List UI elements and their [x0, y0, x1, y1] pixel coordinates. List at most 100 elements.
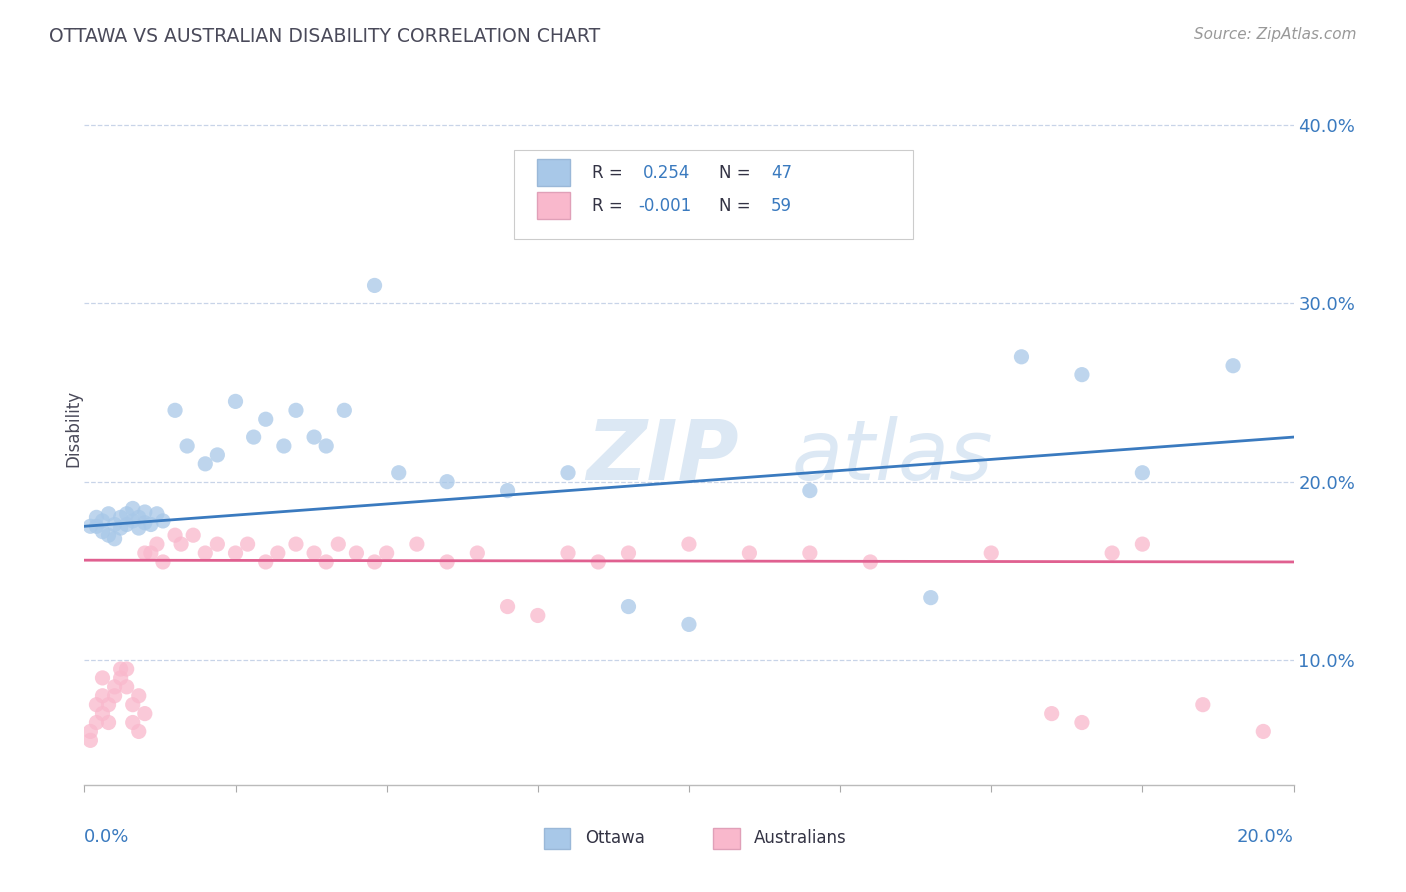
Point: [121, 715, 143, 730]
Point: [285, 537, 308, 551]
Point: [1130, 537, 1153, 551]
Point: [115, 662, 138, 676]
Text: N =: N =: [720, 196, 756, 214]
Point: [236, 537, 259, 551]
Point: [1011, 350, 1033, 364]
Point: [165, 528, 187, 542]
Point: [617, 599, 640, 614]
Text: 0.254: 0.254: [643, 164, 690, 182]
Point: [121, 514, 143, 528]
Point: [225, 546, 247, 560]
Point: [128, 521, 150, 535]
Point: [225, 394, 247, 409]
Point: [1071, 715, 1094, 730]
Point: [91, 671, 114, 685]
Point: [97, 528, 120, 542]
Point: [139, 517, 162, 532]
Text: Australians: Australians: [754, 830, 846, 847]
Point: [104, 689, 127, 703]
Point: [254, 555, 277, 569]
Point: [146, 537, 169, 551]
Point: [134, 516, 156, 530]
Point: [285, 403, 308, 417]
Point: [678, 617, 700, 632]
Text: 0.0%: 0.0%: [84, 828, 129, 846]
Point: [115, 517, 138, 532]
Point: [79, 519, 101, 533]
Point: [273, 439, 295, 453]
Point: [91, 514, 114, 528]
Point: [194, 457, 217, 471]
Point: [170, 537, 193, 551]
Point: [104, 517, 127, 532]
Point: [436, 475, 458, 489]
Point: [363, 278, 385, 293]
Point: [1130, 466, 1153, 480]
Point: [315, 555, 337, 569]
Point: [557, 466, 579, 480]
Text: Ottawa: Ottawa: [585, 830, 645, 847]
FancyBboxPatch shape: [544, 828, 571, 849]
Text: Source: ZipAtlas.com: Source: ZipAtlas.com: [1194, 27, 1357, 42]
Point: [91, 706, 114, 721]
Point: [980, 546, 1002, 560]
Point: [1071, 368, 1094, 382]
Text: 20.0%: 20.0%: [1237, 828, 1294, 846]
Point: [346, 546, 368, 560]
Point: [121, 501, 143, 516]
Text: ZIP: ZIP: [586, 417, 738, 497]
Point: [207, 537, 229, 551]
Point: [139, 546, 162, 560]
Text: OTTAWA VS AUSTRALIAN DISABILITY CORRELATION CHART: OTTAWA VS AUSTRALIAN DISABILITY CORRELAT…: [49, 27, 600, 45]
Point: [363, 555, 385, 569]
Point: [110, 662, 132, 676]
Point: [110, 510, 132, 524]
Point: [79, 724, 101, 739]
Point: [242, 430, 264, 444]
Point: [86, 715, 108, 730]
Point: [110, 671, 132, 685]
Point: [328, 537, 350, 551]
Point: [1192, 698, 1215, 712]
Text: R =: R =: [592, 164, 628, 182]
FancyBboxPatch shape: [713, 828, 740, 849]
Point: [165, 403, 187, 417]
Point: [152, 514, 174, 528]
Point: [134, 706, 156, 721]
Point: [86, 510, 108, 524]
Point: [181, 528, 204, 542]
Point: [388, 466, 411, 480]
Point: [678, 537, 700, 551]
Point: [128, 510, 150, 524]
Point: [1101, 546, 1123, 560]
Point: [115, 680, 138, 694]
Point: [799, 546, 821, 560]
Point: [115, 507, 138, 521]
Point: [302, 430, 325, 444]
Text: 59: 59: [770, 196, 792, 214]
Text: 47: 47: [770, 164, 792, 182]
Point: [859, 555, 882, 569]
Point: [467, 546, 489, 560]
Point: [91, 524, 114, 539]
Point: [194, 546, 217, 560]
Point: [302, 546, 325, 560]
Point: [254, 412, 277, 426]
Point: [799, 483, 821, 498]
Point: [207, 448, 229, 462]
FancyBboxPatch shape: [537, 159, 571, 186]
Point: [1253, 724, 1275, 739]
Text: atlas: atlas: [792, 417, 994, 497]
Point: [146, 507, 169, 521]
Point: [1040, 706, 1063, 721]
Point: [436, 555, 458, 569]
Point: [134, 546, 156, 560]
Point: [97, 507, 120, 521]
Point: [1222, 359, 1244, 373]
Point: [375, 546, 398, 560]
Point: [128, 689, 150, 703]
Y-axis label: Disability: Disability: [65, 390, 82, 467]
Point: [91, 689, 114, 703]
Point: [496, 599, 519, 614]
Point: [588, 555, 610, 569]
